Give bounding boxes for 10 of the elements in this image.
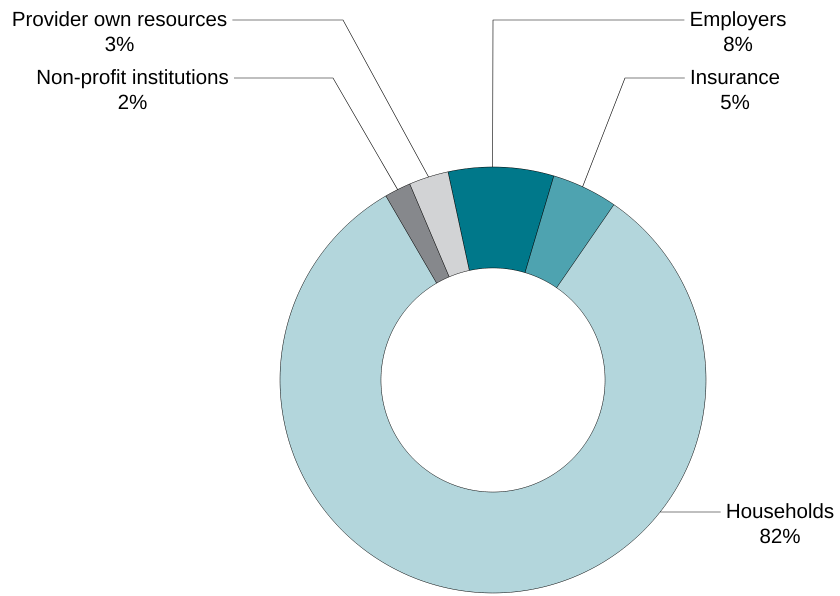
slice-label: Insurance — [692, 70, 780, 84]
data-label: 3% — [105, 36, 134, 52]
data-label: 2% — [118, 94, 147, 110]
slice-label: Non-profit institutions — [38, 69, 228, 88]
slice-label: Households — [728, 503, 834, 518]
data-label: 8% — [724, 36, 752, 52]
data-label: 5% — [721, 94, 750, 110]
slice-label: Provider own resources — [14, 11, 226, 26]
data-label: 82% — [760, 528, 800, 544]
slice-label: Employers — [691, 11, 786, 30]
